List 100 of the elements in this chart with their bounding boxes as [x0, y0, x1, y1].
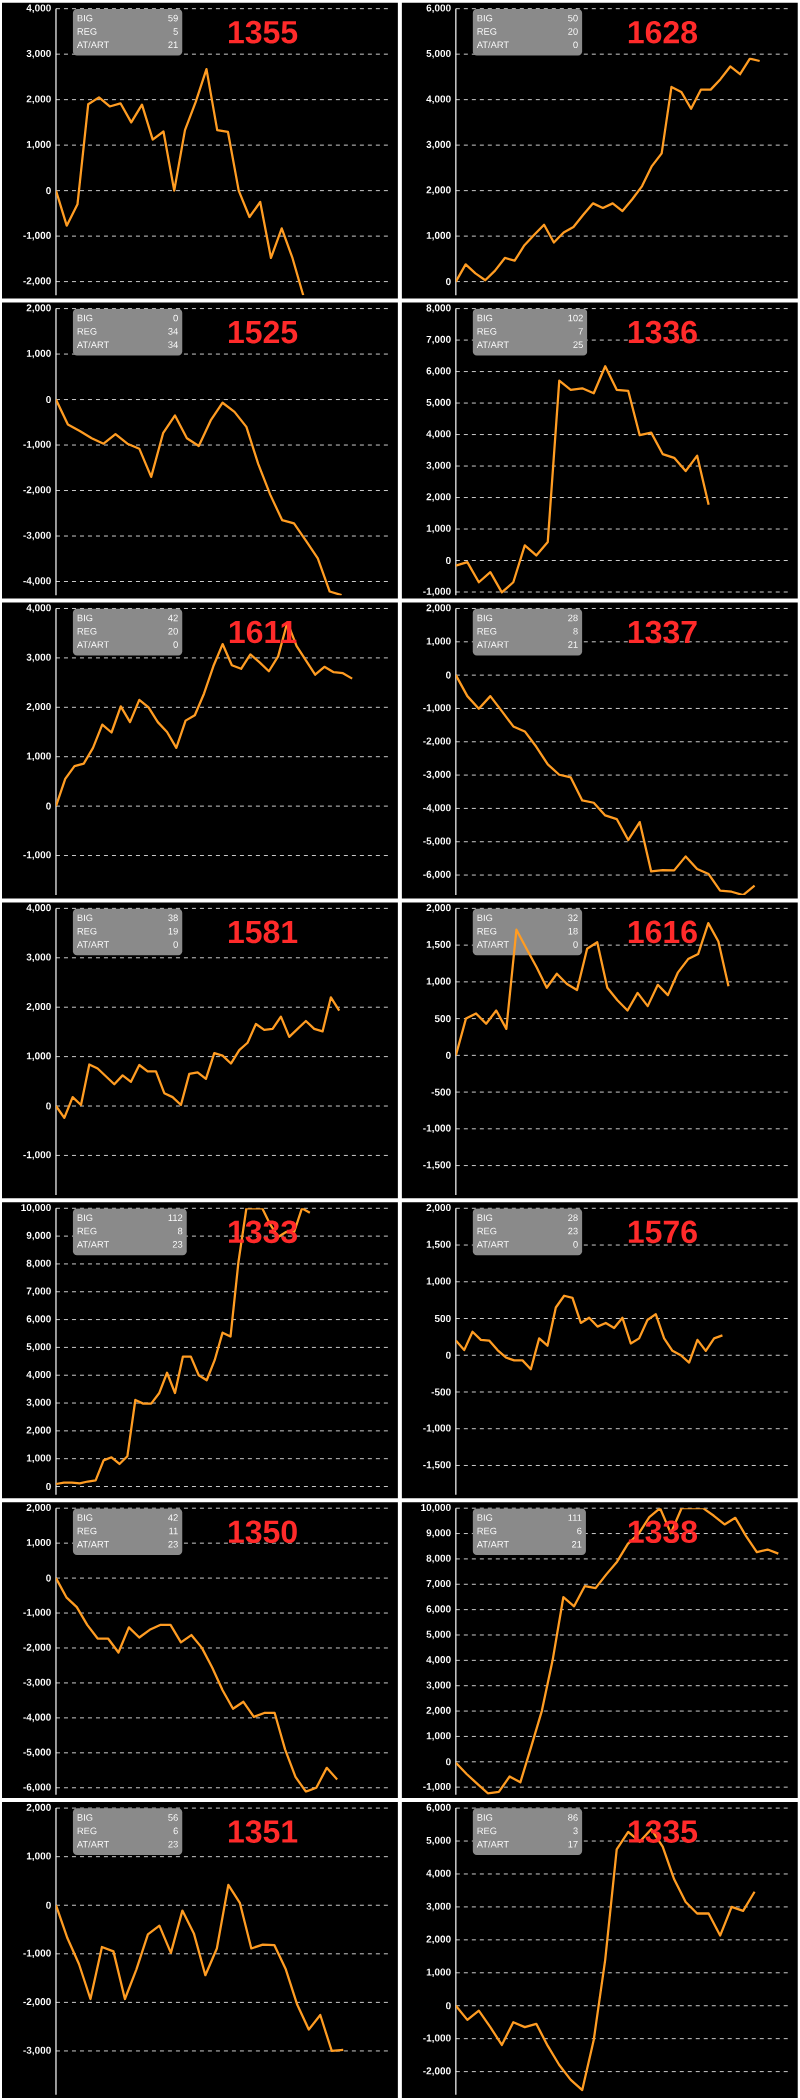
y-tick-label: 0 [46, 1102, 51, 1110]
annotation: REG [477, 1827, 497, 1835]
y-tick-label: 0 [446, 278, 451, 286]
chart-title: 1581 [229, 920, 298, 944]
annotation: AT/ART [77, 341, 110, 348]
y-tick-label: 10,000 [21, 1204, 51, 1213]
annotation: 18 [568, 927, 578, 935]
annotation: AT/ART [476, 1240, 509, 1248]
y-tick-label: -1,000 [423, 2034, 451, 2043]
annotation: 102 [568, 314, 583, 322]
annotation: AT/ART [77, 641, 110, 648]
y-tick-label: 6,000 [426, 367, 451, 376]
annotation: AT/ART [476, 1540, 509, 1548]
y-tick-label: 1,000 [426, 1968, 451, 1978]
y-tick-label: 0 [46, 1482, 51, 1491]
annotation: 21 [572, 1541, 582, 1548]
y-tick-label: -4,000 [23, 577, 51, 586]
annotation: 23 [172, 1241, 183, 1248]
annotation: 11 [169, 1527, 178, 1535]
annotation: 0 [573, 41, 578, 49]
annotation: 3 [573, 1827, 578, 1835]
annotation: AT/ART [77, 1240, 110, 1248]
y-tick-label: 4,000 [26, 604, 51, 613]
annotation: AT/ART [77, 41, 110, 49]
y-tick-label: 2,000 [426, 186, 451, 195]
annotation: BIG [477, 1814, 493, 1821]
y-tick-label: 3,000 [426, 1681, 451, 1690]
annotation: BIG [77, 1214, 93, 1222]
y-tick-label: 3,000 [26, 953, 51, 963]
annotation: REG [77, 1227, 97, 1235]
annotation: AT/ART [476, 1840, 509, 1848]
annotation: 111 [568, 1514, 582, 1521]
annotation: AT/ART [476, 41, 509, 49]
y-tick-label: -5,000 [423, 837, 451, 846]
annotation: REG [477, 627, 497, 635]
y-tick-label: 1,000 [27, 349, 51, 359]
y-tick-label: 4,000 [426, 95, 451, 104]
annotation: 32 [568, 914, 578, 922]
annotation: REG [77, 927, 97, 935]
line-series [455, 921, 730, 1057]
y-tick-label: -3,000 [23, 2046, 51, 2056]
annotation: 5 [173, 28, 178, 35]
annotation: 86 [568, 1814, 578, 1821]
annotation: REG [77, 328, 97, 335]
annotation: 0 [573, 941, 578, 948]
annotation: REG [477, 328, 497, 335]
annotation: REG [477, 1527, 497, 1535]
annotation: BIG [77, 614, 93, 622]
y-tick-label: 4,000 [426, 1656, 451, 1665]
y-tick-label: -2,000 [23, 1643, 51, 1653]
y-tick-label: 8,000 [26, 1259, 51, 1269]
y-tick-label: 6,000 [426, 4, 451, 13]
y-tick-label: 2,000 [26, 1503, 51, 1513]
annotation: 42 [168, 614, 178, 622]
annotation: AT/ART [476, 341, 509, 348]
annotation: AT/ART [77, 1540, 110, 1548]
line-series [56, 1576, 339, 1793]
y-tick-label: 1,000 [426, 231, 451, 241]
y-tick-label: 1,000 [426, 1732, 451, 1741]
y-tick-label: 4,000 [26, 1370, 51, 1380]
annotation: REG [477, 1227, 497, 1235]
y-tick-label: 7,000 [426, 1580, 451, 1589]
annotation: AT/ART [77, 940, 110, 948]
y-tick-label: -5,000 [23, 1748, 51, 1758]
y-tick-label: -1,500 [423, 1461, 451, 1470]
y-tick-label: 3,000 [426, 140, 451, 150]
annotation: REG [477, 927, 497, 935]
y-tick-label: 0 [46, 802, 51, 810]
y-tick-label: 0 [446, 1758, 451, 1766]
y-tick-label: 0 [46, 1574, 51, 1582]
y-tick-label: -1,000 [23, 1949, 51, 1959]
y-tick-label: 3,000 [426, 461, 451, 471]
y-tick-label: -1,000 [23, 851, 51, 860]
y-tick-label: -6,000 [423, 870, 451, 880]
y-tick-label: -3,000 [23, 1678, 51, 1688]
y-tick-label: -1,000 [423, 1424, 451, 1433]
y-tick-label: 0 [446, 1351, 451, 1359]
y-tick-label: 0 [46, 187, 51, 195]
annotation: 19 [168, 927, 178, 935]
y-tick-label: 4,000 [426, 1869, 451, 1879]
y-tick-label: -1,000 [423, 1124, 451, 1134]
y-tick-label: 8,000 [426, 304, 451, 313]
y-tick-label: 500 [434, 1015, 451, 1023]
y-tick-label: -2,000 [423, 2067, 451, 2076]
annotation: BIG [477, 1514, 493, 1521]
annotation: REG [77, 627, 97, 635]
annotation: 7 [578, 328, 583, 335]
y-tick-label: 3,000 [426, 1902, 451, 1912]
y-tick-label: 1,500 [426, 1240, 451, 1250]
annotation: BIG [477, 1214, 493, 1222]
y-tick-label: -1,500 [423, 1161, 451, 1170]
annotation: BIG [77, 914, 93, 922]
annotation: 20 [568, 28, 578, 35]
y-tick-label: 2,000 [426, 493, 451, 502]
y-tick-label: 5,000 [426, 49, 451, 59]
annotation: AT/ART [476, 940, 509, 948]
y-tick-label: 1,500 [426, 940, 451, 950]
annotation: 6 [173, 1827, 178, 1835]
line-series [56, 398, 343, 596]
annotation: 23 [568, 1227, 578, 1235]
